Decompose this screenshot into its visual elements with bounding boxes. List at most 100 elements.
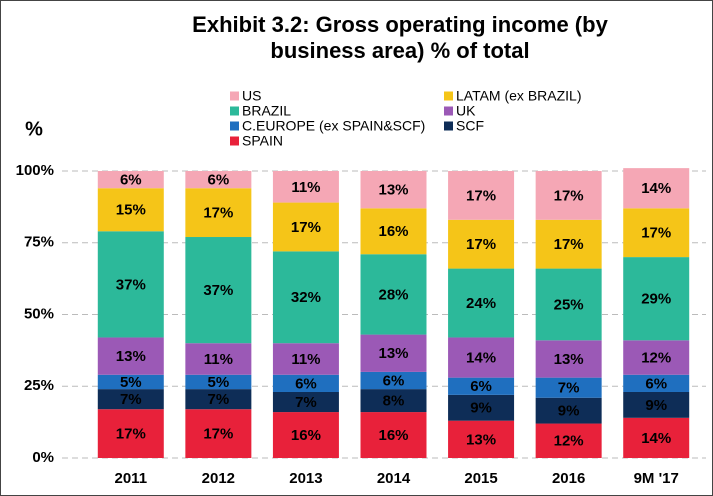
bar-segment xyxy=(272,202,339,252)
bar-segment xyxy=(623,168,690,209)
bar-segment xyxy=(272,412,339,458)
bar-segment xyxy=(272,343,339,375)
bar-segment xyxy=(623,374,690,392)
bar-segment xyxy=(448,420,515,458)
data-label: 37% xyxy=(116,276,146,293)
legend-label: LATAM (ex BRAZIL) xyxy=(456,88,582,104)
legend-label: SPAIN xyxy=(242,133,283,149)
data-label: 13% xyxy=(466,431,496,448)
legend-label: C.EUROPE (ex SPAIN&SCF) xyxy=(242,118,425,134)
bar-segment xyxy=(448,337,515,378)
bar-segment xyxy=(97,374,164,390)
bar-segment xyxy=(535,219,602,269)
data-label: 6% xyxy=(383,372,405,389)
data-label: 11% xyxy=(291,179,320,196)
data-label: 6% xyxy=(120,172,142,189)
data-label: 24% xyxy=(466,295,496,312)
bar-segment xyxy=(360,171,427,209)
data-label: 17% xyxy=(641,225,671,242)
bar-segment xyxy=(623,391,690,418)
y-axis-label: % xyxy=(25,118,43,140)
y-tick-label: 0% xyxy=(32,449,54,466)
data-label: 11% xyxy=(204,351,233,368)
data-label: 16% xyxy=(378,223,408,240)
legend-swatch xyxy=(444,91,453,101)
legend-swatch xyxy=(230,106,239,116)
x-tick-label: 2012 xyxy=(202,470,235,487)
data-label: 16% xyxy=(291,427,321,444)
bar-segment xyxy=(448,171,515,220)
bar-segment xyxy=(97,188,164,232)
bar-segment xyxy=(97,231,164,338)
chart-title: Exhibit 3.2: Gross operating income (by … xyxy=(192,12,608,63)
data-label: 29% xyxy=(641,291,671,308)
data-label: 28% xyxy=(378,286,408,303)
bar-segment xyxy=(185,171,252,189)
data-label: 8% xyxy=(383,393,405,410)
bar-segment xyxy=(272,171,339,203)
bar-segment xyxy=(360,389,427,413)
legend-swatch xyxy=(230,91,239,101)
bar-segment xyxy=(185,374,252,390)
bar-segment xyxy=(360,334,427,372)
data-label: 7% xyxy=(558,380,580,397)
data-label: 14% xyxy=(641,430,671,447)
legend-label: BRAZIL xyxy=(242,103,291,119)
data-label: 32% xyxy=(291,289,321,306)
data-label: 17% xyxy=(466,236,496,253)
bar-segment xyxy=(448,219,515,269)
data-label: 5% xyxy=(208,374,230,391)
data-label: 17% xyxy=(203,426,233,443)
data-label: 25% xyxy=(554,296,584,313)
data-label: 13% xyxy=(116,348,146,365)
data-label: 16% xyxy=(378,427,408,444)
bar-segment xyxy=(623,340,690,375)
data-label: 5% xyxy=(120,374,142,391)
bar-segment xyxy=(272,391,339,413)
legend-label: UK xyxy=(456,103,476,119)
bar-segment xyxy=(185,389,252,410)
data-label: 14% xyxy=(466,350,496,367)
x-tick-label: 2013 xyxy=(289,470,322,487)
y-tick-label: 50% xyxy=(24,305,54,322)
data-label: 12% xyxy=(641,350,671,367)
data-label: 17% xyxy=(554,236,584,253)
legend-swatch xyxy=(230,136,239,146)
data-label: 6% xyxy=(470,378,492,395)
bar-segment xyxy=(623,208,690,258)
bar-segment xyxy=(185,343,252,375)
bar-segment xyxy=(535,377,602,398)
data-label: 17% xyxy=(116,426,146,443)
bar-segment xyxy=(535,397,602,424)
bar-segment xyxy=(448,394,515,421)
legend-swatch xyxy=(230,121,239,131)
data-label: 14% xyxy=(641,180,671,197)
data-label: 9% xyxy=(558,403,580,420)
x-tick-label: 2015 xyxy=(464,470,497,487)
bar-segment xyxy=(448,268,515,338)
y-tick-label: 75% xyxy=(24,234,54,251)
data-label: 13% xyxy=(378,182,408,199)
bar-segment xyxy=(185,237,252,344)
data-label: 11% xyxy=(291,351,320,368)
data-label: 13% xyxy=(378,345,408,362)
data-label: 13% xyxy=(554,351,584,368)
data-label: 17% xyxy=(554,187,584,204)
bar-segment xyxy=(97,409,164,458)
data-label: 17% xyxy=(203,205,233,222)
bar-segment xyxy=(360,254,427,335)
y-tick-label: 100% xyxy=(16,162,54,179)
bar-segment xyxy=(448,377,515,395)
data-label: 12% xyxy=(554,433,584,450)
bar-segment xyxy=(623,417,690,458)
bar-segment xyxy=(360,208,427,255)
legend-swatch xyxy=(444,106,453,116)
data-label: 17% xyxy=(291,219,321,236)
data-label: 9% xyxy=(470,400,492,417)
data-label: 6% xyxy=(645,375,667,392)
x-tick-label: 2016 xyxy=(552,470,585,487)
bar-segment xyxy=(185,188,252,238)
bar-segment xyxy=(535,171,602,220)
bar-segment xyxy=(272,251,339,344)
